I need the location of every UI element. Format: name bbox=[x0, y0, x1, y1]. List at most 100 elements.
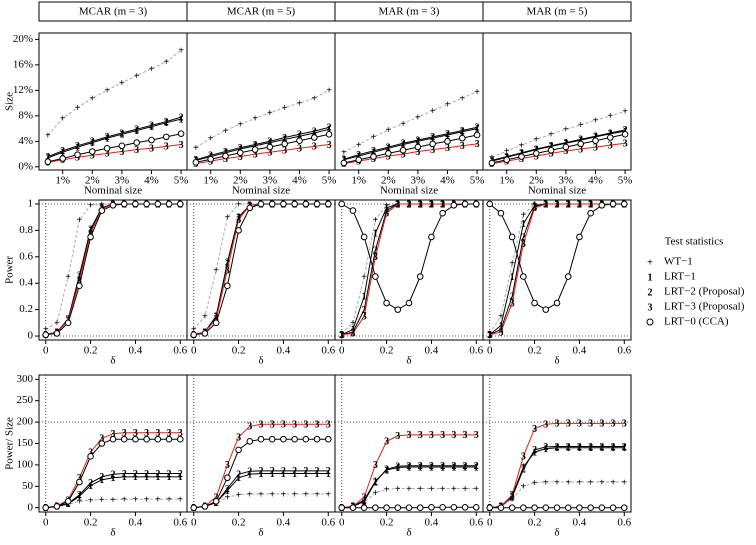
marker: 1 bbox=[475, 124, 480, 135]
x-tick-label: 4% bbox=[292, 175, 307, 187]
marker bbox=[87, 453, 94, 460]
marker bbox=[532, 150, 540, 157]
marker bbox=[355, 156, 362, 164]
marker: 3 bbox=[532, 424, 537, 435]
legend-label: LRT−1 bbox=[664, 271, 696, 283]
marker: 3 bbox=[373, 460, 378, 471]
marker bbox=[148, 136, 155, 144]
marker bbox=[338, 504, 346, 512]
marker: 1 bbox=[133, 472, 138, 483]
marker: 3 bbox=[460, 141, 465, 152]
marker: 1 bbox=[111, 473, 116, 484]
marker bbox=[257, 200, 265, 208]
marker: 1 bbox=[60, 147, 65, 158]
marker: 1 bbox=[99, 475, 104, 486]
marker bbox=[280, 435, 287, 443]
x-tick-label: 0.6 bbox=[173, 345, 187, 357]
marker: + bbox=[65, 272, 71, 283]
marker: 2 bbox=[623, 125, 628, 136]
marker bbox=[428, 233, 435, 241]
series-line bbox=[341, 434, 477, 509]
marker: + bbox=[607, 111, 613, 122]
marker: + bbox=[599, 477, 605, 488]
marker bbox=[508, 233, 516, 241]
marker: 1 bbox=[599, 443, 604, 454]
marker bbox=[428, 503, 435, 511]
marker: + bbox=[519, 140, 525, 151]
marker: + bbox=[361, 498, 367, 509]
marker: 2 bbox=[440, 199, 445, 210]
marker bbox=[224, 282, 231, 290]
marker: 3 bbox=[88, 447, 93, 458]
series-line bbox=[47, 118, 182, 159]
marker: 2 bbox=[578, 135, 583, 146]
series-line bbox=[489, 422, 625, 509]
series-line bbox=[491, 130, 626, 162]
marker bbox=[542, 504, 550, 512]
x-tick-label: 5% bbox=[618, 175, 633, 187]
x-tick-label: 0.6 bbox=[617, 345, 631, 357]
marker: 2 bbox=[566, 199, 571, 210]
marker: 1 bbox=[315, 469, 320, 480]
marker: 2 bbox=[133, 469, 138, 480]
marker: 2 bbox=[418, 461, 423, 472]
marker: 1 bbox=[415, 137, 420, 148]
marker: 1 bbox=[292, 469, 297, 480]
x-axis-label: Nominal size bbox=[528, 185, 586, 197]
marker: 2 bbox=[167, 469, 172, 480]
marker: 2 bbox=[463, 461, 468, 472]
marker: + bbox=[489, 153, 495, 164]
x-tick-label: 0.2 bbox=[84, 345, 98, 357]
marker: 2 bbox=[178, 469, 183, 480]
x-axis-label: δ bbox=[554, 355, 559, 367]
marker bbox=[109, 435, 117, 443]
marker: 1 bbox=[384, 465, 389, 476]
marker: 3 bbox=[563, 146, 568, 157]
marker: 1 bbox=[395, 199, 400, 210]
marker: + bbox=[282, 103, 288, 114]
marker: 3 bbox=[498, 327, 503, 338]
marker: 1 bbox=[521, 462, 526, 473]
marker: 2 bbox=[549, 141, 554, 152]
legend-label: LRT−0 (CCA) bbox=[664, 316, 729, 328]
series-line bbox=[341, 465, 477, 509]
x-tick-label: 0 bbox=[191, 345, 197, 357]
marker bbox=[246, 204, 254, 212]
marker: + bbox=[622, 107, 628, 118]
marker bbox=[246, 438, 254, 445]
marker: 1 bbox=[312, 128, 317, 139]
marker: + bbox=[134, 71, 140, 82]
marker bbox=[360, 233, 368, 241]
x-tick-label: 0.4 bbox=[573, 345, 587, 357]
x-axis-label: δ bbox=[110, 527, 115, 539]
marker: 2 bbox=[577, 199, 582, 210]
marker: 3 bbox=[599, 419, 604, 430]
marker: 1 bbox=[384, 203, 389, 214]
marker: 2 bbox=[236, 470, 241, 481]
marker: 2 bbox=[384, 206, 389, 217]
marker: 2 bbox=[259, 466, 264, 477]
marker: + bbox=[311, 93, 317, 104]
marker: 1 bbox=[247, 470, 252, 481]
marker: + bbox=[554, 477, 560, 488]
marker: + bbox=[267, 108, 273, 119]
marker: 3 bbox=[521, 452, 526, 463]
marker: 1 bbox=[236, 473, 241, 484]
marker bbox=[577, 140, 584, 148]
marker bbox=[497, 209, 505, 217]
marker: 2 bbox=[386, 142, 391, 153]
marker bbox=[486, 200, 494, 208]
marker: + bbox=[77, 215, 83, 226]
marker bbox=[372, 273, 379, 280]
marker: 3 bbox=[149, 144, 154, 155]
panel-title: MCAR (m = 5) bbox=[227, 6, 296, 18]
series-line bbox=[491, 133, 626, 164]
marker: 1 bbox=[395, 463, 400, 474]
marker: 1 bbox=[339, 330, 344, 341]
marker: 3 bbox=[578, 144, 583, 155]
marker: + bbox=[395, 484, 401, 495]
marker: 1 bbox=[445, 130, 450, 141]
marker: 2 bbox=[460, 126, 465, 137]
marker: 1 bbox=[225, 486, 230, 497]
legend-symbol: + bbox=[647, 257, 653, 268]
